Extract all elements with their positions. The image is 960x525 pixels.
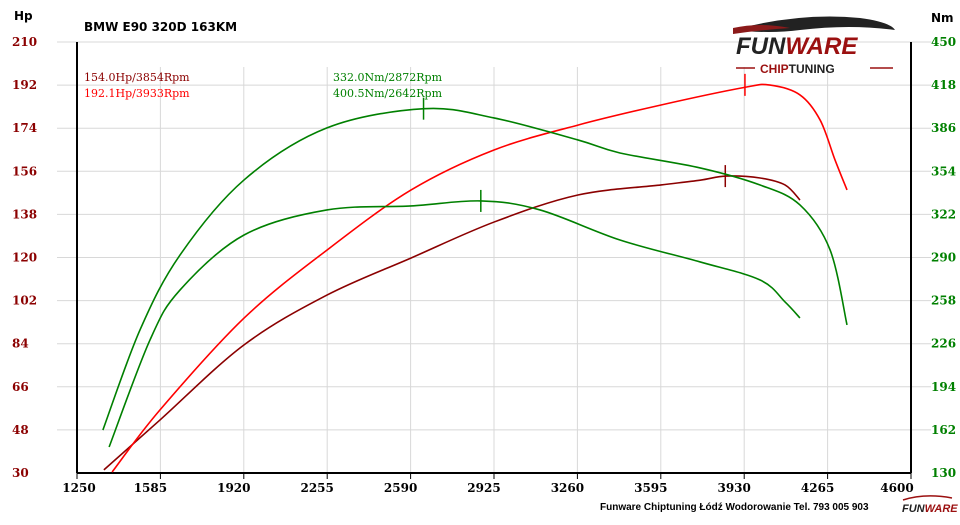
- x-tick-label: 3260: [551, 481, 584, 495]
- peak-annotation: 332.0Nm/2872Rpm: [333, 71, 443, 84]
- x-tick-label: 1585: [134, 481, 167, 495]
- x-tick-label: 3930: [717, 481, 750, 495]
- y-left-tick-label: 66: [12, 380, 29, 394]
- series-line-torque-stock: [108, 200, 801, 448]
- footer-contact: Funware Chiptuning Łódź Wodorowanie Tel.…: [600, 502, 869, 513]
- footer-logo: FUNWARE: [902, 503, 958, 515]
- x-tick-label: 4600: [880, 481, 913, 495]
- y-right-tick-label: 162: [931, 423, 956, 437]
- y-right-tick-label: 354: [931, 164, 956, 178]
- y-right-tick-label: 418: [931, 78, 956, 92]
- x-tick-label: 4265: [801, 481, 834, 495]
- peak-annotation: 192.1Hp/3933Rpm: [84, 87, 190, 100]
- series-line-torque-tuned: [102, 107, 848, 431]
- y-right-tick-label: 290: [931, 251, 956, 265]
- y-right-tick-label: 226: [931, 337, 956, 351]
- y-left-tick-label: 30: [12, 466, 29, 480]
- chart-title: BMW E90 320D 163KM: [84, 20, 237, 34]
- footer-logo-swoosh: [902, 495, 953, 501]
- y-right-tick-label: 130: [931, 466, 956, 480]
- series-line-power-stock: [103, 175, 801, 471]
- y-left-tick-label: 120: [12, 251, 37, 265]
- y-left-tick-label: 138: [12, 207, 37, 221]
- logo-car-accent: [733, 25, 790, 34]
- logo-subtitle: CHIPTUNING: [760, 62, 835, 76]
- y-left-tick-label: 48: [12, 423, 29, 437]
- logo-wordmark: FUNWARE: [736, 33, 858, 60]
- y-left-tick-label: 210: [12, 35, 37, 49]
- x-tick-label: 1920: [217, 481, 250, 495]
- y-left-tick-label: 192: [12, 78, 37, 92]
- x-tick-label: 2255: [300, 481, 333, 495]
- x-tick-label: 3595: [634, 481, 667, 495]
- peak-annotation: 154.0Hp/3854Rpm: [84, 71, 190, 84]
- x-tick-label: 1250: [62, 481, 95, 495]
- x-tick-label: 2925: [467, 481, 500, 495]
- y-left-tick-label: 174: [12, 121, 37, 135]
- y-right-tick-label: 258: [931, 294, 956, 308]
- y-left-tick-label: 102: [12, 294, 37, 308]
- y-left-tick-label: 84: [12, 337, 29, 351]
- y-right-tick-label: 450: [931, 35, 956, 49]
- series-line-power-tuned: [111, 83, 848, 473]
- y-left-tick-label: 156: [12, 164, 37, 178]
- y-right-tick-label: 322: [931, 207, 956, 221]
- x-tick-label: 2590: [384, 481, 417, 495]
- y-left-axis-label: Hp: [14, 9, 33, 23]
- y-right-tick-label: 194: [931, 380, 956, 394]
- y-right-tick-label: 386: [931, 121, 956, 135]
- peak-annotation: 400.5Nm/2642Rpm: [333, 87, 443, 100]
- y-right-axis-label: Nm: [931, 11, 954, 25]
